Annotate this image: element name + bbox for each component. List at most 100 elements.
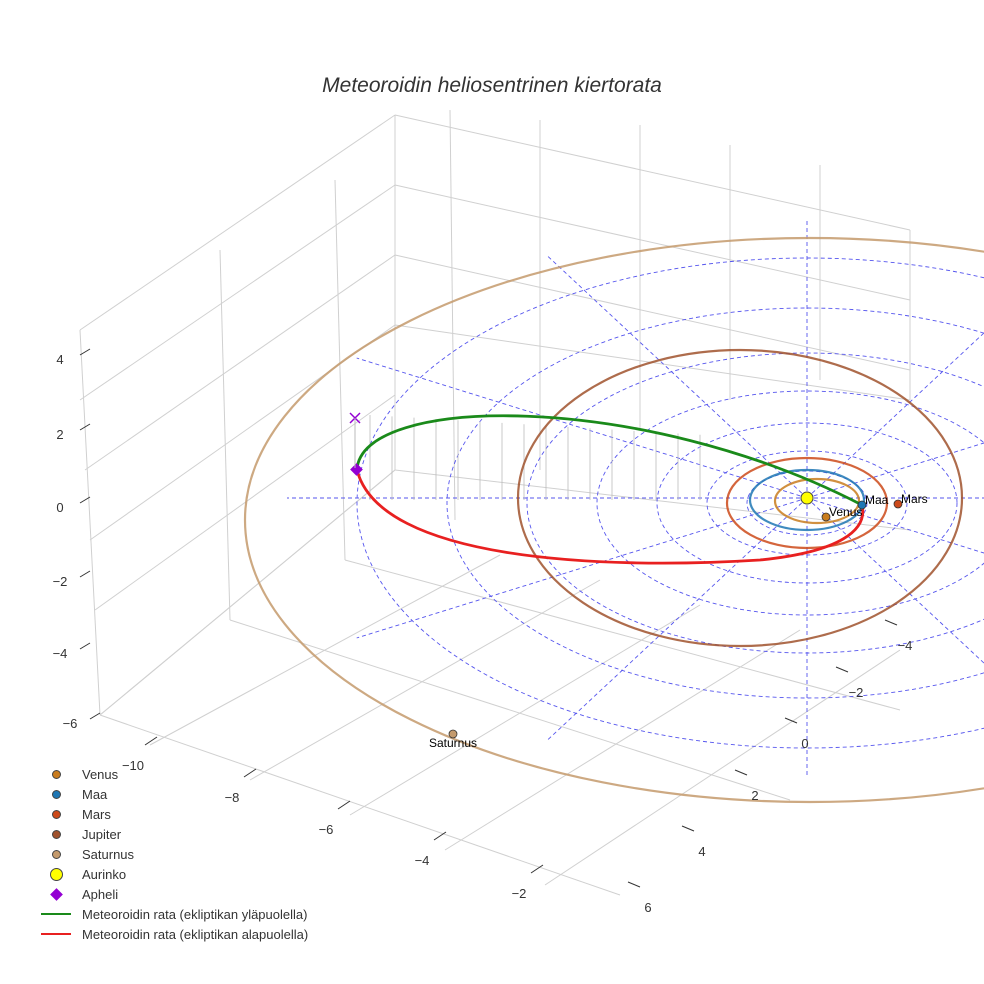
legend-label: Meteoroidin rata (ekliptikan alapuolella… xyxy=(82,926,309,942)
sun-marker-icon xyxy=(49,867,63,881)
x-tick-label: −10 xyxy=(122,758,144,773)
grid-line xyxy=(79,329,101,716)
legend-item-orbit-above[interactable]: Meteoroidin rata (ekliptikan yläpuolella… xyxy=(38,904,308,924)
legend-item-maa[interactable]: Maa xyxy=(38,784,308,804)
z-tick-label: 2 xyxy=(56,427,63,442)
z-tick-label: −4 xyxy=(53,646,68,661)
x-tick-mark xyxy=(243,768,257,778)
planet-marker-maa xyxy=(857,500,867,510)
red-line-icon xyxy=(41,933,71,935)
orbit-mars xyxy=(725,456,889,550)
legend-label: Saturnus xyxy=(82,846,135,862)
jupiter-marker-icon xyxy=(51,829,61,839)
orbit-jupiter xyxy=(516,348,964,648)
z-tick-label: 4 xyxy=(56,352,63,367)
orbit-saturnus xyxy=(244,236,984,804)
x-tick-label: −8 xyxy=(225,790,240,805)
x-tick-label: −6 xyxy=(319,822,334,837)
ecliptic-grid-radial xyxy=(356,497,808,639)
grid-line xyxy=(79,184,396,401)
x-tick-mark xyxy=(337,800,351,810)
ecliptic-grid-radial xyxy=(806,332,984,499)
ecliptic-grid-radial xyxy=(806,442,984,499)
z-tick-mark xyxy=(89,712,101,720)
grid-line xyxy=(149,554,501,746)
legend-item-mars[interactable]: Mars xyxy=(38,804,308,824)
z-tick-mark xyxy=(79,423,91,431)
z-tick-mark xyxy=(79,496,91,504)
y-tick-label: −2 xyxy=(849,685,864,700)
z-tick-label: −6 xyxy=(63,716,78,731)
meteoroid-orbit-below xyxy=(355,469,865,565)
mars-marker-icon xyxy=(51,809,61,819)
diamond-marker-icon xyxy=(49,887,63,901)
grid-line xyxy=(229,619,791,801)
grid-line xyxy=(394,114,911,231)
legend-label: Aurinko xyxy=(82,866,127,882)
planet-marker-saturnus xyxy=(448,729,458,739)
earth-marker-icon xyxy=(51,789,61,799)
ecliptic-grid-radial xyxy=(546,497,808,741)
y-tick-mark xyxy=(627,881,641,888)
legend-label: Mars xyxy=(82,806,111,822)
y-tick-mark xyxy=(681,825,695,832)
x-tick-mark xyxy=(530,864,544,874)
orbit-venus xyxy=(773,477,861,525)
legend-item-venus[interactable]: Venus xyxy=(38,764,308,784)
legend-label: Apheli xyxy=(82,886,119,902)
ecliptic-grid-circle xyxy=(356,257,984,749)
orbit-maa xyxy=(748,468,866,532)
grid-line xyxy=(449,109,456,521)
grid-line xyxy=(219,249,231,621)
z-tick-mark xyxy=(79,348,91,356)
grid-line xyxy=(249,579,601,781)
planet-marker-mars xyxy=(893,499,903,509)
meteoroid-orbit-above xyxy=(355,414,863,507)
venus-marker-icon xyxy=(51,769,61,779)
planet-label: Saturnus xyxy=(429,736,477,750)
y-tick-mark xyxy=(784,717,798,724)
legend-label: Venus xyxy=(82,766,119,782)
grid-line xyxy=(334,179,346,561)
legend-item-aurinko[interactable]: Aurinko xyxy=(38,864,308,884)
legend-item-saturnus[interactable]: Saturnus xyxy=(38,844,308,864)
legend-item-apheli[interactable]: Apheli xyxy=(38,884,308,904)
y-tick-mark xyxy=(884,619,898,626)
y-tick-mark xyxy=(734,769,748,776)
grid-line xyxy=(349,604,701,816)
sun-marker xyxy=(800,491,814,505)
ecliptic-grid-radial xyxy=(356,357,808,499)
legend: Venus Maa Mars Jupiter Saturnus Aurinko … xyxy=(38,764,308,944)
ecliptic-grid-radial xyxy=(546,255,808,499)
y-tick-label: 6 xyxy=(644,900,651,915)
ecliptic-grid-radial xyxy=(806,497,984,554)
saturn-marker-icon xyxy=(51,849,61,859)
ecliptic-grid-radial xyxy=(806,497,984,664)
chart-title: Meteoroidin heliosentrinen kiertorata xyxy=(322,74,662,97)
grid-line xyxy=(394,184,911,301)
y-tick-mark xyxy=(835,666,849,673)
grid-line xyxy=(99,714,621,896)
x-tick-label: −4 xyxy=(415,853,430,868)
z-tick-mark xyxy=(79,642,91,650)
planet-marker-venus xyxy=(821,512,831,522)
grid-line xyxy=(344,559,901,711)
y-tick-label: −4 xyxy=(898,638,913,653)
ecliptic-grid-circle xyxy=(446,307,984,699)
x-tick-mark xyxy=(433,831,447,841)
z-tick-label: 0 xyxy=(56,500,63,515)
y-tick-label: 4 xyxy=(698,844,705,859)
grid-line xyxy=(444,629,801,851)
green-line-icon xyxy=(41,913,71,915)
legend-item-orbit-below[interactable]: Meteoroidin rata (ekliptikan alapuolella… xyxy=(38,924,308,944)
aphelion-marker xyxy=(350,463,363,476)
grid-line xyxy=(79,114,396,331)
legend-label: Meteoroidin rata (ekliptikan yläpuolella… xyxy=(82,906,308,922)
grid-line xyxy=(99,469,396,716)
z-tick-mark xyxy=(79,570,91,578)
grid-line xyxy=(84,254,396,471)
planet-label: Mars xyxy=(901,492,928,506)
legend-item-jupiter[interactable]: Jupiter xyxy=(38,824,308,844)
x-tick-label: −2 xyxy=(512,886,527,901)
